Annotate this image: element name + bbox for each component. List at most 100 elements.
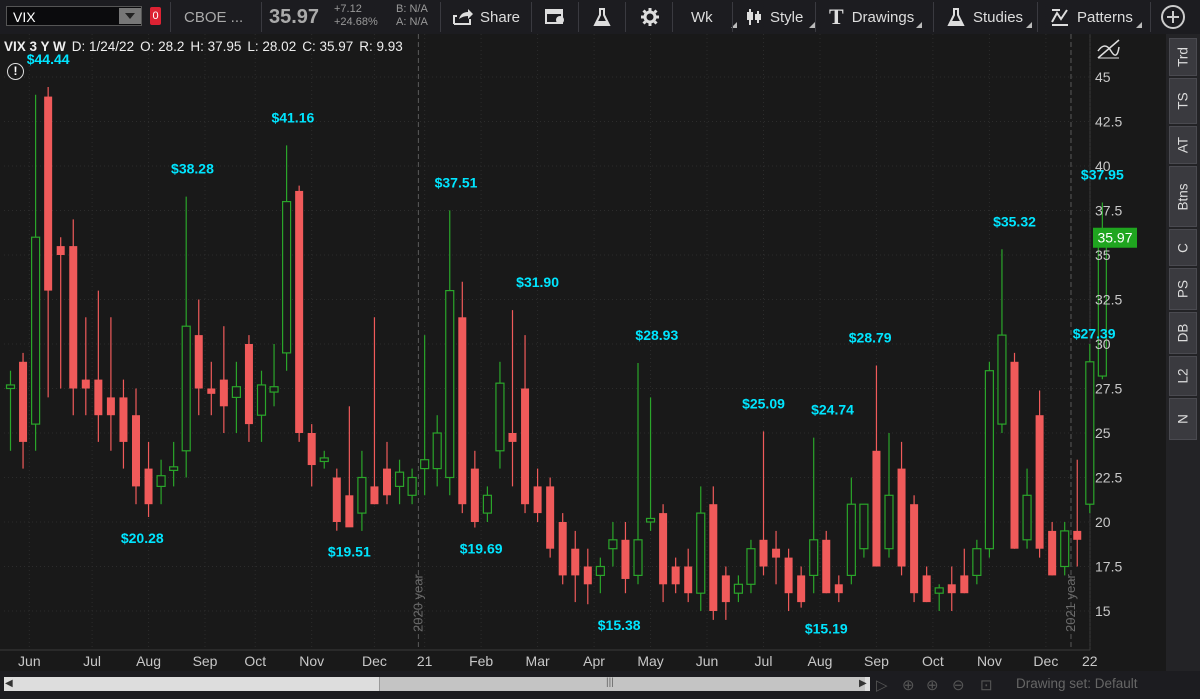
link-group-icon[interactable]: 0	[150, 7, 161, 25]
candle	[181, 196, 191, 478]
candle-body	[595, 565, 605, 576]
side-tab-n[interactable]: N	[1169, 398, 1197, 440]
chart-title: VIX 3 Y W	[4, 38, 66, 54]
zoom-out-icon[interactable]: ⊖	[952, 677, 965, 694]
aggregation-dropdown[interactable]: Wk	[691, 3, 737, 31]
chart-area[interactable]: 2020 year 2021 year $44.44 $20.28 $38.28 $41…	[0, 34, 1166, 671]
share-icon	[453, 9, 473, 25]
candle	[56, 237, 65, 389]
symbol-dropdown-icon[interactable]	[119, 8, 141, 24]
side-tab-ts[interactable]: TS	[1169, 78, 1197, 124]
percent-change: +24.68%	[334, 16, 378, 28]
side-tab-trd[interactable]: Trd	[1169, 38, 1197, 76]
year-markers: 2020 year 2021 year	[410, 34, 1078, 650]
candle-body	[910, 504, 919, 594]
y-tick-label: 35	[1095, 247, 1111, 263]
chart-settings-button[interactable]	[545, 3, 567, 31]
candle	[69, 219, 78, 416]
y-axis: 15 17.5 20 22.5 25 27.5 30 32.5 35 37.5 40 42.5 45	[1095, 69, 1122, 619]
x-tick-label: Nov	[299, 653, 324, 669]
window-settings-icon	[545, 9, 564, 24]
candle-body	[759, 539, 768, 567]
x-tick-label: Oct	[244, 653, 266, 669]
settings-button[interactable]	[640, 3, 660, 31]
y-tick-label: 25	[1095, 425, 1111, 441]
price-annotation: $37.95	[1081, 166, 1124, 182]
candle	[733, 575, 744, 603]
x-tick-label: Sep	[864, 653, 889, 669]
candle	[772, 530, 781, 585]
info-low: L: 28.02	[247, 38, 297, 54]
candle-body	[357, 476, 367, 514]
candle-body	[834, 584, 843, 594]
horizontal-scrollbar[interactable]: ◀ ||| ▶	[4, 677, 870, 691]
y-tick-label: 27.5	[1095, 381, 1122, 397]
side-tab-c[interactable]: C	[1169, 229, 1197, 266]
patterns-icon	[1051, 9, 1068, 26]
candle	[784, 548, 793, 611]
candle-body	[558, 522, 567, 576]
candle-body	[106, 397, 115, 416]
gear-icon	[641, 8, 659, 26]
candle-body	[94, 379, 103, 416]
candle	[194, 299, 203, 416]
price-annotation: $25.09	[742, 395, 785, 411]
scrollbar-thumb[interactable]: |||	[379, 677, 865, 691]
y-tick-label: 37.5	[1095, 203, 1122, 219]
scroll-right-icon[interactable]: ▶	[859, 678, 867, 689]
share-button[interactable]: Share	[452, 3, 520, 31]
candle-body	[633, 539, 643, 576]
info-close: C: 35.97	[302, 38, 354, 54]
studies-dropdown[interactable]: Studies	[946, 3, 1033, 31]
candle-body	[934, 587, 944, 594]
candle	[897, 441, 906, 576]
candle	[156, 459, 166, 505]
side-tab-l2[interactable]: L2	[1169, 356, 1197, 396]
share-label: Share	[480, 8, 521, 26]
candle	[144, 441, 153, 518]
expand-chart-icon[interactable]	[1097, 39, 1121, 59]
candle	[834, 575, 843, 603]
pan-right-icon[interactable]: ▷	[876, 677, 888, 694]
corner-caret-icon	[916, 16, 923, 28]
crosshair-icon[interactable]: ⊕	[902, 677, 915, 694]
fit-zoom-icon[interactable]: ⊡	[980, 677, 993, 694]
candle-body	[972, 548, 982, 577]
add-chart-button[interactable]	[1160, 3, 1186, 31]
side-tab-ps[interactable]: PS	[1169, 268, 1197, 310]
candle-body	[508, 433, 517, 442]
candle	[671, 557, 680, 594]
candle	[44, 86, 53, 398]
info-high: H: 37.95	[190, 38, 242, 54]
side-tab-btns[interactable]: Btns	[1169, 166, 1197, 227]
candle-body	[19, 361, 28, 442]
side-tab-label: C	[1175, 242, 1191, 253]
side-tab-db[interactable]: DB	[1169, 312, 1197, 354]
zoom-in-icon[interactable]: ⊕	[926, 677, 939, 694]
side-tab-label: AT	[1175, 136, 1191, 154]
candle	[81, 317, 90, 416]
price-annotation: $28.93	[635, 327, 678, 343]
candle-body	[1085, 361, 1095, 505]
candle	[960, 548, 969, 594]
price-chart[interactable]: 2020 year 2021 year $44.44 $20.28 $38.28 $41…	[0, 34, 1166, 671]
candle-body	[407, 476, 417, 496]
candle-body	[394, 471, 405, 488]
style-dropdown[interactable]: Style	[745, 3, 816, 31]
x-tick-label: Oct	[922, 653, 944, 669]
candle-body	[721, 575, 730, 603]
symbol-input[interactable]: VIX	[6, 6, 142, 26]
drawings-dropdown[interactable]: T Drawings	[829, 3, 923, 31]
right-sidebar: Trd TS AT Btns C PS DB L2 N	[1166, 34, 1200, 671]
candle	[645, 397, 656, 531]
patterns-dropdown[interactable]: Patterns	[1050, 3, 1142, 31]
side-tab-at[interactable]: AT	[1169, 126, 1197, 164]
alert-icon[interactable]: !	[7, 63, 24, 80]
side-tab-label: L2	[1175, 368, 1191, 384]
scroll-left-icon[interactable]: ◀	[5, 678, 13, 689]
x-tick-label: Nov	[977, 653, 1002, 669]
drawing-set-label[interactable]: Drawing set: Default	[1016, 676, 1138, 691]
candle-body	[132, 415, 140, 487]
studies-lab-button[interactable]	[592, 3, 612, 31]
style-label: Style	[770, 8, 804, 26]
